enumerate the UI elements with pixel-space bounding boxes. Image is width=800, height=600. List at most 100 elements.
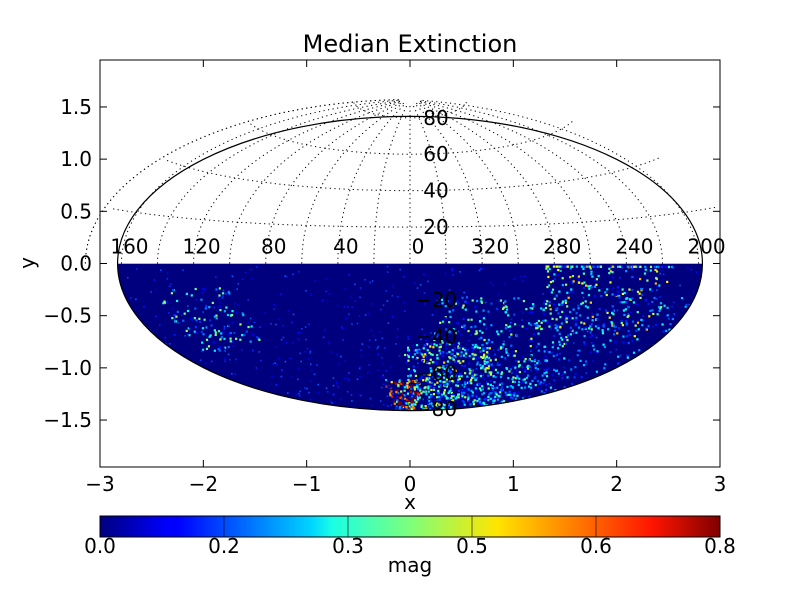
extinction-pixel	[528, 395, 531, 398]
extinction-pixel	[390, 381, 393, 384]
extinction-pixel	[621, 265, 624, 268]
extinction-pixel	[174, 320, 177, 323]
extinction-pixel	[420, 405, 423, 408]
extinction-pixel	[428, 351, 431, 355]
extinction-pixel	[415, 344, 419, 347]
extinction-pixel	[616, 309, 619, 312]
extinction-pixel	[326, 391, 329, 393]
extinction-pixel	[625, 323, 628, 326]
extinction-pixel	[454, 302, 457, 305]
extinction-pixel	[419, 387, 422, 390]
extinction-pixel	[425, 357, 428, 360]
extinction-pixel	[624, 308, 627, 311]
extinction-pixel	[470, 379, 473, 382]
extinction-pixel	[321, 299, 324, 302]
x-tick-label: 1	[507, 472, 520, 496]
extinction-pixel	[360, 349, 362, 351]
extinction-pixel	[505, 351, 508, 354]
extinction-pixel	[436, 300, 439, 302]
extinction-pixel	[305, 289, 307, 292]
extinction-pixel	[438, 303, 441, 306]
extinction-pixel	[579, 359, 582, 362]
extinction-pixel	[543, 368, 546, 371]
extinction-pixel	[485, 363, 489, 366]
extinction-pixel	[218, 349, 221, 352]
extinction-pixel	[448, 390, 451, 393]
extinction-pixel	[580, 302, 583, 306]
extinction-pixel	[422, 360, 426, 363]
extinction-pixel	[619, 276, 621, 279]
extinction-pixel	[549, 280, 553, 284]
extinction-pixel	[464, 300, 467, 303]
extinction-pixel	[344, 288, 347, 290]
extinction-pixel	[443, 406, 447, 409]
latitude-label: −80	[415, 397, 457, 421]
extinction-pixel	[420, 404, 423, 407]
extinction-pixel	[490, 282, 492, 285]
extinction-pixel	[534, 363, 537, 367]
extinction-pixel	[358, 367, 361, 370]
extinction-pixel	[530, 323, 533, 326]
extinction-pixel	[560, 322, 563, 325]
extinction-pixel	[589, 267, 592, 270]
extinction-pixel	[523, 360, 526, 363]
extinction-pixel	[545, 371, 548, 374]
extinction-pixel	[449, 371, 452, 374]
extinction-pixel	[220, 336, 223, 339]
extinction-pixel	[350, 394, 353, 396]
extinction-pixel	[421, 407, 425, 410]
extinction-pixel	[459, 373, 462, 376]
extinction-pixel	[426, 402, 429, 405]
extinction-pixel	[241, 312, 244, 315]
extinction-pixel	[543, 350, 546, 353]
extinction-pixel	[608, 267, 611, 270]
extinction-pixel	[435, 370, 439, 374]
extinction-pixel	[499, 388, 503, 392]
extinction-pixel	[530, 354, 533, 357]
extinction-pixel	[237, 282, 240, 285]
extinction-pixel	[557, 372, 561, 375]
extinction-pixel	[561, 277, 564, 280]
extinction-pixel	[553, 273, 556, 276]
y-axis-label: y	[15, 257, 39, 269]
extinction-pixel	[453, 360, 457, 363]
extinction-pixel	[417, 388, 420, 391]
extinction-pixel	[563, 371, 566, 374]
extinction-pixel	[516, 375, 519, 378]
extinction-pixel	[217, 348, 220, 351]
extinction-pixel	[417, 382, 421, 385]
extinction-pixel	[489, 383, 492, 386]
extinction-pixel	[473, 399, 476, 402]
extinction-pixel	[508, 390, 511, 393]
extinction-pixel	[587, 294, 591, 297]
extinction-pixel	[195, 331, 198, 334]
extinction-pixel	[651, 290, 654, 292]
extinction-pixel	[552, 303, 556, 306]
extinction-pixel	[543, 320, 545, 323]
extinction-pixel	[198, 317, 201, 320]
extinction-pixel	[626, 356, 629, 359]
extinction-pixel	[351, 323, 353, 325]
extinction-pixel	[565, 317, 568, 320]
extinction-pixel	[568, 310, 572, 314]
extinction-pixel	[541, 374, 544, 377]
extinction-pixel	[382, 362, 384, 365]
extinction-pixel	[460, 396, 463, 399]
extinction-pixel	[424, 390, 427, 394]
extinction-pixel	[517, 391, 520, 394]
extinction-pixel	[467, 381, 471, 384]
extinction-pixel	[608, 316, 611, 319]
extinction-pixel	[487, 364, 490, 367]
extinction-pixel	[437, 389, 440, 392]
extinction-pixel	[528, 359, 531, 361]
extinction-pixel	[481, 331, 484, 334]
extinction-pixel	[602, 324, 604, 327]
extinction-pixel	[589, 301, 592, 304]
extinction-pixel	[332, 377, 335, 379]
extinction-pixel	[491, 400, 495, 403]
extinction-pixel	[443, 361, 446, 364]
extinction-pixel	[432, 386, 436, 390]
extinction-pixel	[438, 398, 441, 401]
extinction-pixel	[459, 333, 463, 336]
extinction-pixel	[401, 404, 404, 408]
